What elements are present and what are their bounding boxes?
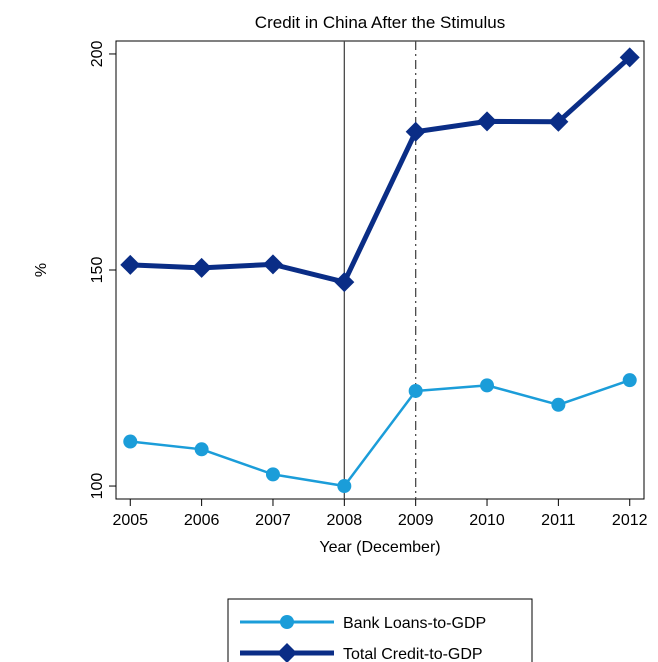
legend-label-total-credit: Total Credit-to-GDP bbox=[343, 646, 483, 662]
data-point-total-credit-to-gdp bbox=[262, 254, 283, 275]
x-tick-label: 2008 bbox=[327, 512, 363, 529]
reference-lines bbox=[343, 41, 417, 499]
data-point-bank-loans-to-gdp bbox=[265, 467, 280, 482]
x-tick-label: 2005 bbox=[112, 512, 148, 529]
data-point-bank-loans-to-gdp bbox=[622, 373, 637, 388]
x-tick-label: 2007 bbox=[255, 512, 291, 529]
x-tick-label: 2012 bbox=[612, 512, 648, 529]
axes: 100 150 200 2005 2006 2007 2008 2009 2010 2011 201… bbox=[89, 41, 648, 529]
data-point-bank-loans-to-gdp bbox=[408, 383, 423, 398]
data-point-total-credit-to-gdp bbox=[548, 111, 569, 132]
x-tick-label: 2009 bbox=[398, 512, 434, 529]
y-tick-label: 150 bbox=[89, 257, 106, 284]
data-point-total-credit-to-gdp bbox=[405, 121, 426, 142]
x-axis-label: Year (December) bbox=[319, 539, 440, 556]
y-tick-label: 100 bbox=[89, 473, 106, 500]
data-point-bank-loans-to-gdp bbox=[551, 397, 566, 412]
x-tick-label: 2010 bbox=[469, 512, 505, 529]
x-tick-label: 2006 bbox=[184, 512, 220, 529]
series-total-credit-to-gdp bbox=[120, 47, 640, 293]
data-point-total-credit-to-gdp bbox=[477, 111, 498, 132]
chart-title: Credit in China After the Stimulus bbox=[255, 13, 505, 32]
data-point-bank-loans-to-gdp bbox=[194, 442, 209, 457]
series-layer bbox=[120, 47, 640, 494]
data-point-bank-loans-to-gdp bbox=[480, 378, 495, 393]
legend-label-bank-loans: Bank Loans-to-GDP bbox=[343, 615, 486, 632]
series-bank-loans-to-gdp bbox=[123, 373, 637, 494]
legend-marker-bank-loans bbox=[280, 615, 294, 629]
series-line-bank-loans-to-gdp bbox=[130, 378, 631, 488]
data-point-total-credit-to-gdp bbox=[191, 257, 212, 278]
data-point-bank-loans-to-gdp bbox=[337, 479, 352, 494]
data-point-bank-loans-to-gdp bbox=[123, 434, 138, 449]
series-line-total-credit-to-gdp bbox=[130, 55, 632, 285]
legend-marker-total-credit bbox=[277, 643, 297, 662]
legend: Bank Loans-to-GDP Total Credit-to-GDP bbox=[227, 598, 533, 662]
data-point-total-credit-to-gdp bbox=[334, 272, 355, 293]
x-tick-label: 2011 bbox=[541, 512, 576, 529]
data-point-total-credit-to-gdp bbox=[120, 254, 141, 275]
data-point-total-credit-to-gdp bbox=[619, 47, 640, 68]
y-tick-label: 200 bbox=[89, 41, 106, 68]
y-axis-label: % bbox=[33, 263, 50, 277]
